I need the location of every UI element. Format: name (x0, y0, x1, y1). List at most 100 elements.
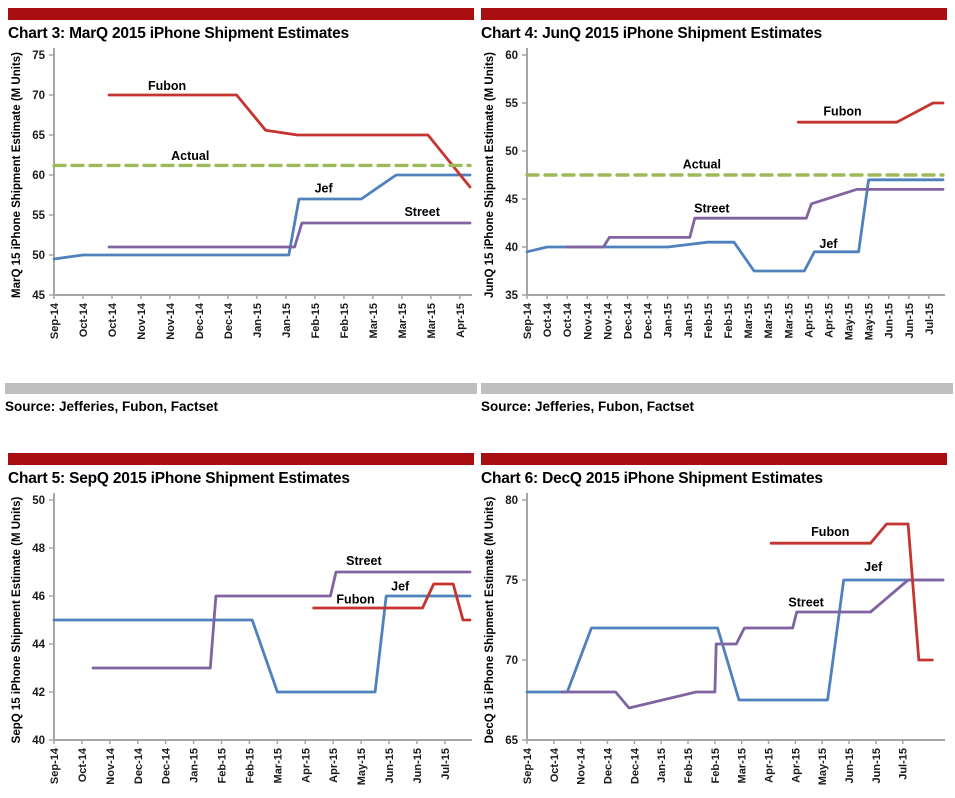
svg-text:65: 65 (32, 130, 45, 142)
svg-text:Sep-14: Sep-14 (522, 302, 534, 339)
svg-text:Oct-14: Oct-14 (542, 302, 554, 337)
svg-text:Feb-15: Feb-15 (723, 303, 735, 338)
svg-text:Nov-14: Nov-14 (576, 747, 588, 785)
svg-text:Feb-15: Feb-15 (683, 748, 695, 783)
svg-text:Jun-15: Jun-15 (844, 748, 856, 783)
svg-text:Jan-15: Jan-15 (656, 748, 668, 783)
chart-3-plot: 45 50 55 60 65 70 75 Sep-14 Oct-14 Oct-14 Nov-14 No… (11, 48, 472, 340)
svg-text:Jef: Jef (315, 182, 334, 196)
svg-text:Dec-14: Dec-14 (603, 747, 615, 784)
chart-4-plot: 35 40 45 50 55 60 Sep-14 Oct-14 Oct-14 Nov-14 Nov-… (484, 48, 945, 340)
svg-text:Feb-15: Feb-15 (244, 748, 256, 783)
svg-text:Oct-14: Oct-14 (562, 302, 574, 337)
svg-text:May-15: May-15 (817, 748, 829, 785)
source-divider-bar (481, 383, 953, 394)
svg-text:Actual: Actual (171, 149, 209, 163)
svg-text:Actual: Actual (683, 157, 721, 171)
svg-text:46: 46 (32, 591, 45, 603)
svg-text:Apr-15: Apr-15 (790, 748, 802, 783)
svg-text:60: 60 (32, 170, 45, 182)
svg-text:50: 50 (32, 250, 45, 262)
svg-text:Mar-15: Mar-15 (737, 748, 749, 783)
svg-text:Dec-14: Dec-14 (223, 302, 235, 339)
svg-text:Jan-15: Jan-15 (281, 303, 293, 338)
svg-text:50: 50 (505, 146, 518, 158)
svg-text:JunQ 15 iPhone Shipment Estima: JunQ 15 iPhone Shipment Estimate (M Unit… (484, 52, 496, 298)
svg-text:Jun-15: Jun-15 (884, 303, 896, 338)
svg-text:55: 55 (32, 210, 45, 222)
svg-text:70: 70 (505, 655, 518, 667)
svg-text:Apr-15: Apr-15 (300, 748, 312, 783)
svg-text:Mar-15: Mar-15 (763, 303, 775, 338)
svg-text:Fubon: Fubon (148, 79, 186, 93)
svg-text:55: 55 (505, 98, 518, 110)
svg-text:45: 45 (32, 290, 45, 302)
svg-text:60: 60 (505, 50, 518, 62)
svg-text:45: 45 (505, 194, 518, 206)
svg-text:Fubon: Fubon (336, 593, 374, 607)
header-accent-bar (481, 453, 947, 465)
svg-text:Street: Street (788, 595, 824, 609)
svg-text:Apr-15: Apr-15 (823, 303, 835, 338)
svg-text:Sep-14: Sep-14 (522, 747, 534, 784)
svg-text:Feb-15: Feb-15 (217, 748, 229, 783)
svg-text:Jun-15: Jun-15 (871, 748, 883, 783)
svg-text:Apr-15: Apr-15 (328, 748, 340, 783)
svg-text:Feb-15: Feb-15 (339, 303, 351, 338)
svg-text:Street: Street (404, 205, 440, 219)
svg-text:35: 35 (505, 290, 518, 302)
svg-text:75: 75 (32, 50, 45, 62)
svg-text:65: 65 (505, 735, 518, 747)
chart-4-panel: Chart 4: JunQ 2015 iPhone Shipment Estim… (481, 8, 947, 350)
svg-text:Dec-14: Dec-14 (161, 747, 173, 784)
svg-text:42: 42 (32, 687, 45, 699)
svg-text:Jun-15: Jun-15 (412, 748, 424, 783)
svg-text:Dec-14: Dec-14 (622, 302, 634, 339)
chart-5-title: Chart 5: SepQ 2015 iPhone Shipment Estim… (8, 470, 350, 487)
svg-text:Street: Street (694, 202, 730, 216)
header-accent-bar (481, 8, 947, 20)
source-text: Source: Jefferies, Fubon, Factset (5, 399, 219, 414)
chart-3-title: Chart 3: MarQ 2015 iPhone Shipment Estim… (8, 25, 349, 42)
chart-3-panel: Chart 3: MarQ 2015 iPhone Shipment Estim… (8, 8, 474, 350)
svg-text:Fubon: Fubon (823, 105, 861, 119)
chart-6-title: Chart 6: DecQ 2015 iPhone Shipment Estim… (481, 470, 823, 487)
svg-text:80: 80 (505, 495, 518, 507)
svg-text:Jef: Jef (391, 579, 410, 593)
chart-5-panel: Chart 5: SepQ 2015 iPhone Shipment Estim… (8, 453, 474, 795)
svg-text:Sep-14: Sep-14 (49, 747, 61, 784)
svg-text:DecQ 15 iPhone Shipment Estima: DecQ 15 iPhone Shipment Estimate (M Unit… (484, 497, 496, 744)
svg-text:Dec-14: Dec-14 (133, 747, 145, 784)
svg-text:Apr-15: Apr-15 (764, 748, 776, 783)
svg-text:Oct-14: Oct-14 (78, 302, 90, 337)
header-accent-bar (8, 8, 474, 20)
svg-text:Apr-15: Apr-15 (455, 303, 467, 338)
svg-text:Jul-15: Jul-15 (898, 748, 910, 780)
svg-text:Nov-14: Nov-14 (582, 302, 594, 340)
svg-text:Apr-15: Apr-15 (803, 303, 815, 338)
chart-4-title: Chart 4: JunQ 2015 iPhone Shipment Estim… (481, 25, 822, 42)
svg-text:50: 50 (32, 495, 45, 507)
svg-text:Nov-14: Nov-14 (105, 747, 117, 785)
svg-text:Jul-15: Jul-15 (924, 303, 936, 335)
svg-text:40: 40 (32, 735, 45, 747)
svg-text:Street: Street (346, 554, 382, 568)
svg-text:Jan-15: Jan-15 (683, 303, 695, 338)
svg-text:Oct-14: Oct-14 (549, 747, 561, 782)
svg-text:Feb-15: Feb-15 (710, 748, 722, 783)
svg-text:Jef: Jef (819, 237, 838, 251)
svg-text:Mar-15: Mar-15 (743, 303, 755, 338)
svg-text:44: 44 (32, 639, 45, 651)
svg-text:Dec-14: Dec-14 (629, 747, 641, 784)
svg-text:Dec-14: Dec-14 (643, 302, 655, 339)
svg-text:Sep-14: Sep-14 (49, 302, 61, 339)
svg-text:Jan-15: Jan-15 (252, 303, 264, 338)
svg-text:75: 75 (505, 575, 518, 587)
svg-text:Oct-14: Oct-14 (77, 747, 89, 782)
svg-text:May-15: May-15 (844, 303, 856, 340)
svg-text:Jun-15: Jun-15 (384, 748, 396, 783)
svg-text:Nov-14: Nov-14 (602, 302, 614, 340)
svg-text:Mar-15: Mar-15 (368, 303, 380, 338)
svg-text:Jef: Jef (864, 560, 883, 574)
